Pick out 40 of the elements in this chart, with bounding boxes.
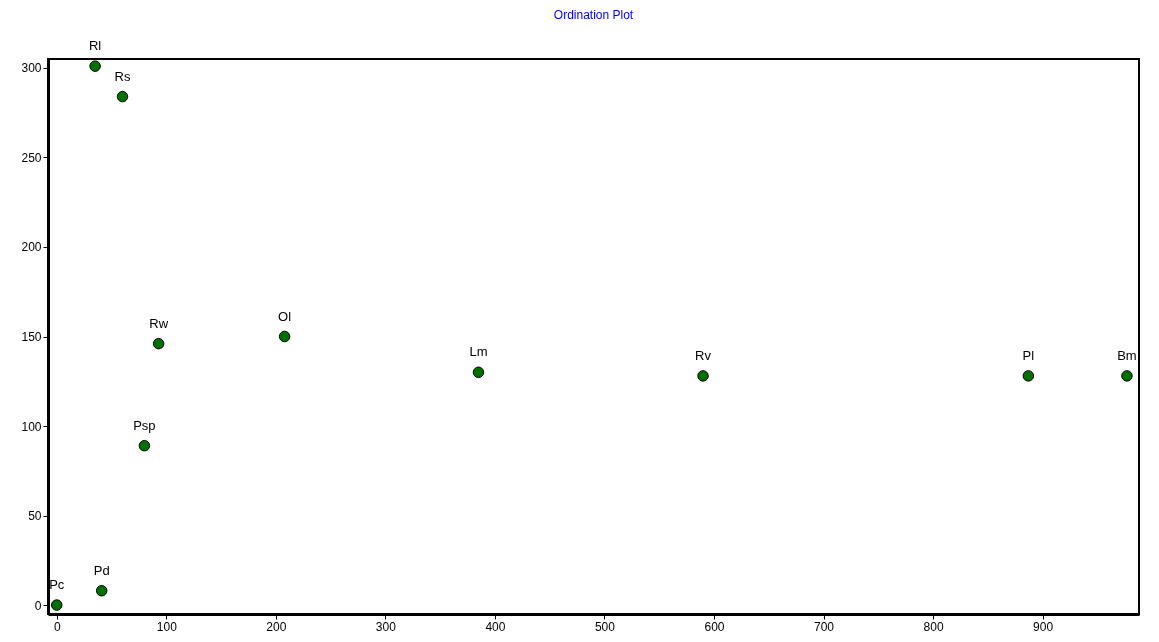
annotation: Pd: [93, 562, 110, 578]
y-tick-label: 250: [21, 150, 42, 165]
annotation: Rv: [695, 347, 712, 363]
x-tick-label: 300: [375, 619, 397, 634]
annotation: Psp: [133, 417, 156, 433]
annotation: Rs: [114, 68, 131, 84]
x-tick-label: 200: [266, 619, 287, 634]
y-tick-label: 300: [21, 61, 42, 76]
chart-title: Ordination Plot: [553, 8, 634, 23]
point: [95, 584, 108, 597]
y-tick-label: 50: [28, 509, 42, 524]
point: [138, 439, 151, 452]
x-tick-label: 100: [156, 619, 178, 634]
point: [116, 90, 129, 103]
y-tick-label: 200: [21, 240, 42, 255]
point: [152, 337, 165, 350]
x-tick-label: 900: [1033, 619, 1054, 634]
annotation: Ol: [278, 308, 292, 324]
point: [1121, 370, 1133, 382]
annotation: Pl: [1022, 347, 1035, 363]
point: [472, 366, 485, 379]
point: [89, 60, 101, 72]
point: [697, 370, 709, 382]
x-tick-label: 0: [53, 619, 61, 634]
y-tick-label: 150: [21, 330, 42, 344]
point: [1022, 370, 1035, 382]
point: [278, 330, 291, 343]
x-tick-label: 500: [594, 619, 616, 634]
x-tick-label: 800: [923, 619, 944, 634]
y-tick-label: 0: [34, 598, 42, 613]
x-tick-label: 400: [485, 619, 506, 634]
x-tick-label: 700: [814, 619, 835, 634]
annotation: Lm: [469, 344, 488, 360]
annotation: Rl: [88, 38, 102, 54]
annotation: Bm: [1117, 347, 1137, 363]
annotation: Pc: [49, 577, 65, 593]
x-tick-label: 600: [704, 619, 725, 634]
y-tick-label: 100: [21, 419, 42, 434]
point: [51, 599, 63, 611]
annotation: Rw: [149, 315, 169, 331]
